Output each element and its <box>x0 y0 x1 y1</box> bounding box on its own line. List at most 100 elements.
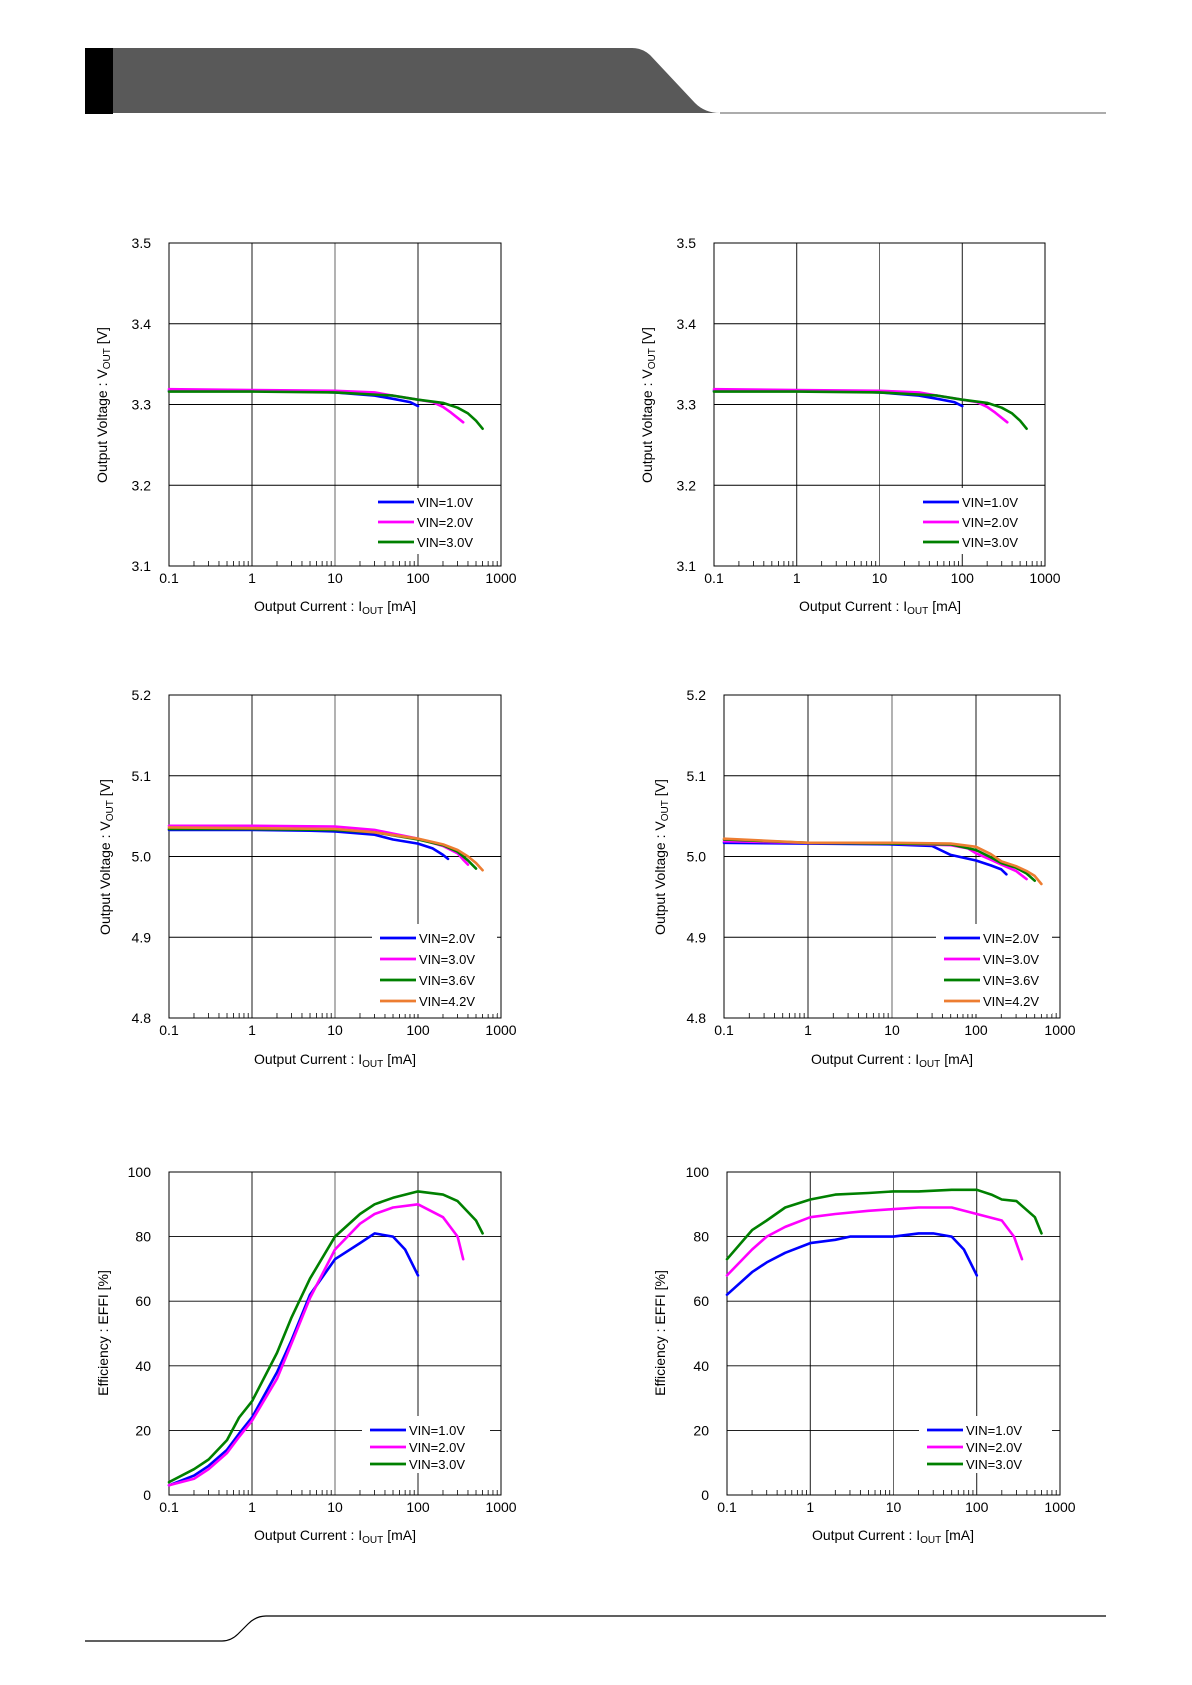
y-tick-label: 5.0 <box>132 849 152 865</box>
x-tick-label: 100 <box>406 570 430 586</box>
y-tick-label: 3.3 <box>132 397 152 413</box>
x-tick-label: 100 <box>406 1499 430 1515</box>
y-tick-label: 5.1 <box>132 768 152 784</box>
header-black-tab <box>85 48 113 114</box>
series-line-1 <box>725 1232 979 1296</box>
y-tick-label: 3.2 <box>132 477 152 493</box>
y-tick-label: 3.2 <box>677 477 697 493</box>
x-tick-label: 10 <box>327 1499 343 1515</box>
x-axis-label: Output Current : IOUT [mA] <box>799 598 961 617</box>
y-tick-label: 0 <box>701 1487 709 1503</box>
x-tick-label: 1 <box>806 1499 814 1515</box>
y-tick-label: 40 <box>693 1358 709 1374</box>
chart-6: 0.1 1 10 100 1000 0 20 40 60 80 100 VIN=1.0V VIN=2.0… <box>652 1164 1076 1546</box>
x-axis-label-main: Output Current : I <box>254 1527 362 1543</box>
y-axis-label-main: Efficiency : EFFI [%] <box>652 1270 668 1396</box>
y-tick-label: 3.1 <box>132 558 152 574</box>
legend-label: VIN=3.0V <box>962 535 1018 550</box>
y-axis-label: Efficiency : EFFI [%] <box>95 1270 111 1396</box>
legend-label: VIN=2.0V <box>419 931 475 946</box>
y-tick-label: 5.2 <box>132 687 152 703</box>
chart-2: 0.1 1 10 100 1000 3.1 3.2 3.3 3.4 3.5 VIN=1.0V VIN=… <box>639 235 1061 617</box>
x-tick-label: 10 <box>884 1022 900 1038</box>
y-tick-label: 3.4 <box>132 316 152 332</box>
y-axis-label-subscript: OUT <box>105 800 116 821</box>
series-line-4 <box>167 826 484 872</box>
x-tick-label: 1000 <box>485 1022 516 1038</box>
x-axis-label: Output Current : IOUT [mA] <box>811 1051 973 1070</box>
x-tick-label: 1 <box>793 570 801 586</box>
y-tick-label: 3.5 <box>677 235 697 251</box>
legend-label: VIN=3.6V <box>419 973 475 988</box>
x-tick-label: 1000 <box>485 1499 516 1515</box>
y-axis-label-main: Output Voltage : V <box>94 369 110 483</box>
y-axis-label-main: Output Voltage : V <box>652 821 668 935</box>
legend-label: VIN=4.2V <box>419 994 475 1009</box>
x-tick-label: 0.1 <box>159 1499 179 1515</box>
x-axis-label: Output Current : IOUT [mA] <box>254 1527 416 1546</box>
legend-label: VIN=1.0V <box>962 495 1018 510</box>
x-axis-label: Output Current : IOUT [mA] <box>254 1051 416 1070</box>
y-axis-label: Output Voltage : VOUT [V] <box>97 779 116 935</box>
series-line-4 <box>722 837 1043 886</box>
series-line-2 <box>167 1203 465 1487</box>
legend-label: VIN=1.0V <box>409 1423 465 1438</box>
legend-label: VIN=2.0V <box>962 515 1018 530</box>
x-tick-label: 0.1 <box>704 570 724 586</box>
y-tick-label: 4.8 <box>687 1010 707 1026</box>
y-axis-label: Output Voltage : VOUT [V] <box>639 327 658 483</box>
series-line-3 <box>167 390 484 430</box>
x-tick-label: 1000 <box>485 570 516 586</box>
x-tick-label: 0.1 <box>717 1499 737 1515</box>
y-tick-label: 3.1 <box>677 558 697 574</box>
y-tick-label: 4.8 <box>132 1010 152 1026</box>
legend-label: VIN=3.0V <box>409 1457 465 1472</box>
x-tick-label: 0.1 <box>714 1022 734 1038</box>
header-grey-band <box>113 48 720 113</box>
x-axis-label: Output Current : IOUT [mA] <box>812 1527 974 1546</box>
y-tick-label: 3.4 <box>677 316 697 332</box>
y-axis-label-unit: [V] <box>652 779 668 796</box>
legend-label: VIN=4.2V <box>983 994 1039 1009</box>
y-axis-label-unit: [V] <box>94 327 110 344</box>
legend-label: VIN=1.0V <box>966 1423 1022 1438</box>
plot-frame <box>168 1171 502 1496</box>
y-tick-label: 3.5 <box>132 235 152 251</box>
y-tick-label: 20 <box>693 1422 709 1438</box>
x-tick-label: 100 <box>951 570 975 586</box>
x-tick-label: 1 <box>248 1499 256 1515</box>
y-tick-label: 0 <box>143 1487 151 1503</box>
y-axis-label-subscript: OUT <box>660 800 671 821</box>
x-axis-label-unit: [mA] <box>387 1051 416 1067</box>
plot-frame <box>726 1171 1061 1496</box>
chart-3: 0.1 1 10 100 1000 4.8 4.9 5.0 5.1 5.2 VIN=2.0V VIN=… <box>97 687 517 1070</box>
y-tick-label: 4.9 <box>132 929 152 945</box>
x-axis-label-unit: [mA] <box>945 1527 974 1543</box>
y-axis-label-unit: [V] <box>639 327 655 344</box>
y-tick-label: 20 <box>135 1422 151 1438</box>
x-tick-label: 100 <box>964 1022 988 1038</box>
y-tick-label: 5.0 <box>687 849 707 865</box>
x-axis-label-main: Output Current : I <box>254 1051 362 1067</box>
y-tick-label: 5.1 <box>687 768 707 784</box>
series-line-2 <box>725 1206 1024 1277</box>
x-tick-label: 10 <box>886 1499 902 1515</box>
x-tick-label: 0.1 <box>159 570 179 586</box>
x-axis-label-subscript: OUT <box>362 606 383 617</box>
x-tick-label: 1 <box>804 1022 812 1038</box>
footer-decoration <box>85 1615 1106 1642</box>
y-tick-label: 40 <box>135 1358 151 1374</box>
y-axis-label-subscript: OUT <box>647 348 658 369</box>
x-axis-label-main: Output Current : I <box>799 598 907 614</box>
x-axis-label-unit: [mA] <box>387 1527 416 1543</box>
legend-label: VIN=2.0V <box>409 1440 465 1455</box>
x-tick-label: 100 <box>406 1022 430 1038</box>
x-axis-label-main: Output Current : I <box>254 598 362 614</box>
chart-4: 0.1 1 10 100 1000 4.8 4.9 5.0 5.1 5.2 VIN=2.0V VIN=… <box>652 687 1076 1070</box>
x-tick-label: 10 <box>872 570 888 586</box>
footer-rule <box>85 1615 1106 1642</box>
plot-frame <box>723 694 1061 1019</box>
header-banner <box>85 48 1106 114</box>
x-axis-label-subscript: OUT <box>362 1059 383 1070</box>
y-tick-label: 3.3 <box>677 397 697 413</box>
